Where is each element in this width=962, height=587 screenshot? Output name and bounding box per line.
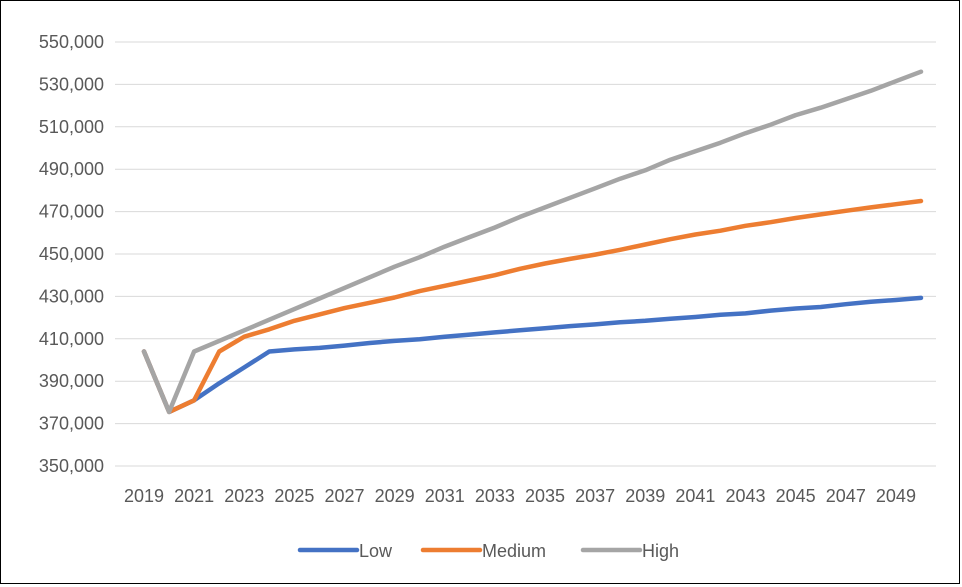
legend: Low Medium High (297, 541, 679, 561)
x-tick-label: 2019 (124, 486, 164, 506)
x-tick-label: 2041 (675, 486, 715, 506)
series-line-high (141, 69, 924, 415)
x-tick-label: 2035 (525, 486, 565, 506)
x-tick-label: 2021 (174, 486, 214, 506)
x-tick-label: 2043 (726, 486, 766, 506)
x-tick-label: 2023 (224, 486, 264, 506)
series-line-low (141, 295, 924, 415)
y-tick-label: 470,000 (39, 202, 104, 222)
legend-label-high: High (642, 541, 679, 561)
y-tick-label: 450,000 (39, 244, 104, 264)
y-axis-tick-labels: 350,000 370,000 390,000 410,000 430,000 450,0… (39, 32, 104, 476)
legend-label-medium: Medium (482, 541, 546, 561)
y-tick-label: 490,000 (39, 159, 104, 179)
x-tick-label: 2029 (375, 486, 415, 506)
y-tick-label: 370,000 (39, 414, 104, 434)
x-axis-tick-labels: 2019 2021 2023 2025 2027 2029 2031 2033 2035 2037… (124, 486, 916, 506)
x-tick-label: 2025 (274, 486, 314, 506)
x-tick-label: 2037 (575, 486, 615, 506)
y-tick-label: 410,000 (39, 329, 104, 349)
x-tick-label: 2033 (475, 486, 515, 506)
x-tick-label: 2045 (776, 486, 816, 506)
x-tick-label: 2031 (425, 486, 465, 506)
series-line-medium (141, 198, 924, 415)
y-tick-label: 350,000 (39, 456, 104, 476)
x-tick-label: 2039 (625, 486, 665, 506)
x-tick-label: 2047 (826, 486, 866, 506)
legend-label-low: Low (359, 541, 393, 561)
gridlines (115, 41, 936, 467)
y-tick-label: 510,000 (39, 117, 104, 137)
y-tick-label: 550,000 (39, 32, 104, 52)
x-tick-label: 2049 (876, 486, 916, 506)
y-tick-label: 390,000 (39, 371, 104, 391)
y-tick-label: 530,000 (39, 74, 104, 94)
y-tick-label: 430,000 (39, 286, 104, 306)
series-lines (141, 69, 924, 415)
x-tick-label: 2027 (324, 486, 364, 506)
